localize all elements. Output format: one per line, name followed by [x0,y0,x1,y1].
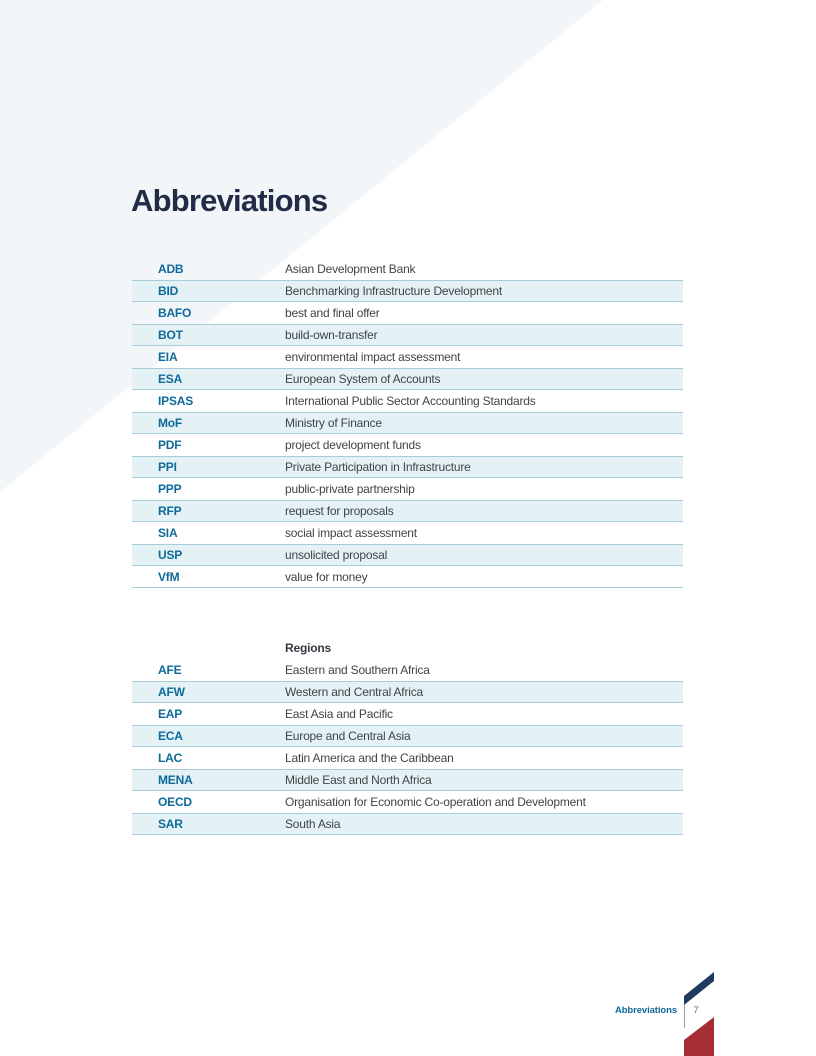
abbreviation-definition: Organisation for Economic Co-operation a… [285,795,586,809]
abbreviation-term: EIA [158,350,178,364]
abbreviation-definition: Asian Development Bank [285,262,416,276]
abbreviation-term: OECD [158,795,192,809]
abbreviation-term: ECA [158,729,183,743]
table-row: EAP East Asia and Pacific [132,703,683,725]
abbreviation-definition: build-own-transfer [285,328,378,342]
table-row: MoF Ministry of Finance [132,412,683,434]
abbreviation-term: RFP [158,504,182,518]
abbreviation-term: MENA [158,773,193,787]
table-row: ECA Europe and Central Asia [132,725,683,747]
abbreviation-term: LAC [158,751,183,765]
table-row: ESA European System of Accounts [132,368,683,390]
abbreviation-definition: International Public Sector Accounting S… [285,394,536,408]
table-row: OECD Organisation for Economic Co-operati… [132,791,683,813]
abbreviation-definition: Ministry of Finance [285,416,382,430]
abbreviation-term: BID [158,284,179,298]
table-row: SIA social impact assessment [132,522,683,544]
table-row: PPI Private Participation in Infrastructu… [132,456,683,478]
abbreviation-definition: South Asia [285,817,341,831]
abbreviation-definition: environmental impact assessment [285,350,461,364]
table-row: PDF project development funds [132,434,683,456]
footer-page-number: 7 [693,1005,699,1016]
table-row: BAFO best and final offer [132,302,683,324]
abbreviation-definition: value for money [285,569,368,584]
abbreviation-definition: Latin America and the Caribbean [285,751,454,765]
abbreviation-definition: unsolicited proposal [285,548,388,562]
abbreviation-term: EAP [158,707,183,721]
abbreviation-term: SAR [158,817,183,831]
table-row: IPSAS International Public Sector Account… [132,390,683,412]
abbreviations-table: ADB Asian Development Bank BID Benchmarking… [132,258,683,588]
abbreviation-definition: Western and Central Africa [285,685,423,699]
abbreviation-term: ESA [158,372,183,386]
table-row: AFW Western and Central Africa [132,681,683,703]
abbreviation-term: BAFO [158,306,192,320]
abbreviation-definition: European System of Accounts [285,372,441,386]
table-row: VfM value for money [132,566,683,588]
abbreviation-term: SIA [158,526,178,540]
table-row: LAC Latin America and the Caribbean [132,747,683,769]
regions-table: Regions AFE Eastern and Southern Africa AF… [132,637,683,835]
regions-rows-container: AFE Eastern and Southern Africa AFW Western… [132,659,683,835]
abbreviation-definition: Eastern and Southern Africa [285,663,430,677]
abbreviation-term: AFE [158,663,182,677]
abbreviation-term: ADB [158,262,184,276]
table-row: EIA environmental impact assessment [132,346,683,368]
table-row: MENA Middle East and North Africa [132,769,683,791]
regions-header-row: Regions [132,637,683,659]
regions-header-label: Regions [285,641,331,655]
footer-divider-line [684,1003,685,1028]
abbreviation-definition: public-private partnership [285,482,415,496]
table-row: BOT build-own-transfer [132,324,683,346]
abbreviation-definition: social impact assessment [285,526,417,540]
corner-ribbon-red [684,1017,714,1056]
table-row: PPP public-private partnership [132,478,683,500]
abbreviation-definition: East Asia and Pacific [285,707,393,721]
abbreviation-definition: request for proposals [285,504,394,518]
abbreviation-term: MoF [158,416,183,430]
abbreviation-definition: project development funds [285,438,421,452]
abbreviation-definition: Benchmarking Infrastructure Development [285,284,502,298]
table-row: ADB Asian Development Bank [132,258,683,280]
abbreviation-term: USP [158,548,183,562]
table-row: BID Benchmarking Infrastructure Developme… [132,280,683,302]
abbreviation-definition: best and final offer [285,306,380,320]
table-row: USP unsolicited proposal [132,544,683,566]
footer-section-label: Abbreviations [614,1005,677,1016]
abbreviation-term: PPP [158,482,182,496]
page-title: Abbreviations [131,183,328,218]
abbreviation-term: AFW [158,685,185,699]
abbreviation-term: IPSAS [158,394,194,408]
abbreviation-term: VfM [158,569,180,584]
abbreviation-term: PDF [158,438,182,452]
corner-ribbon-navy [684,972,714,1005]
table-row: SAR South Asia [132,813,683,835]
abbreviation-definition: Europe and Central Asia [285,729,411,743]
abbreviation-term: BOT [158,328,183,342]
abbreviation-term: PPI [158,460,177,474]
table-row: AFE Eastern and Southern Africa [132,659,683,681]
abbreviation-definition: Middle East and North Africa [285,773,432,787]
table-row: RFP request for proposals [132,500,683,522]
abbreviation-definition: Private Participation in Infrastructure [285,460,471,474]
